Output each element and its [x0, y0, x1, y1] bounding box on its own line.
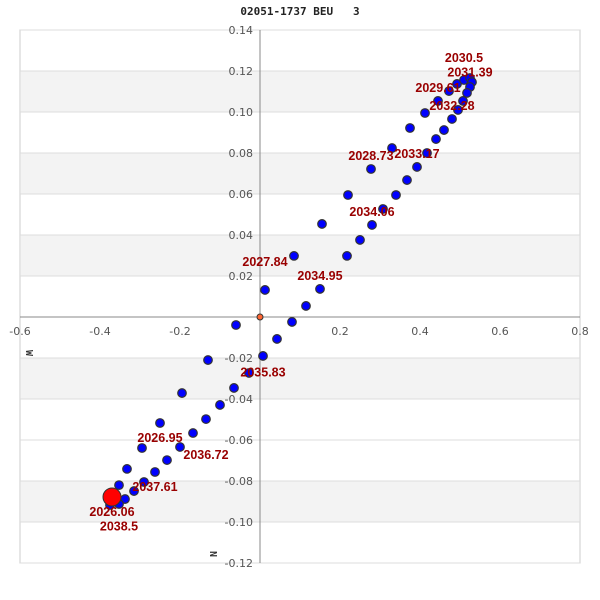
- data-point: [203, 355, 213, 365]
- origin-marker: [256, 313, 264, 321]
- data-point: [260, 285, 270, 295]
- data-label: 2030.5: [445, 51, 483, 65]
- data-point: [402, 175, 412, 185]
- data-point: [137, 443, 147, 453]
- data-point: [129, 486, 139, 496]
- data-label: 2028.73: [348, 149, 393, 163]
- grid-band: [21, 153, 579, 194]
- data-label: 2031.39: [447, 65, 492, 79]
- plot-frame: [19, 29, 581, 564]
- y-tick-label: 0.02: [229, 270, 254, 283]
- data-point: [215, 400, 225, 410]
- data-point: [405, 123, 415, 133]
- data-point: [420, 108, 430, 118]
- data-point: [433, 96, 443, 106]
- y-tick-label: -0.04: [225, 393, 253, 406]
- y-tick-label: 0.12: [229, 65, 254, 78]
- data-point: [301, 301, 311, 311]
- data-point: [447, 114, 457, 124]
- y-tick-label: -0.12: [225, 557, 253, 570]
- data-point: [366, 164, 376, 174]
- data-point: [258, 351, 268, 361]
- data-point: [272, 334, 282, 344]
- data-point: [462, 88, 472, 98]
- data-point: [231, 320, 241, 330]
- x-tick-label: 0.2: [331, 325, 349, 338]
- data-point: [378, 204, 388, 214]
- y-tick-label: -0.08: [225, 475, 253, 488]
- data-label: 2036.72: [183, 448, 228, 462]
- y-tick-label: 0.14: [229, 24, 254, 37]
- data-point: [175, 442, 185, 452]
- y-tick-label: -0.10: [225, 516, 253, 529]
- data-point: [201, 414, 211, 424]
- x-tick-label: -0.6: [9, 325, 30, 338]
- x-tick-label: -0.2: [169, 325, 190, 338]
- current-position-marker: [102, 487, 122, 507]
- data-point: [229, 383, 239, 393]
- data-point: [412, 162, 422, 172]
- data-point: [287, 317, 297, 327]
- grid-band: [21, 235, 579, 276]
- y-tick-label: -0.06: [225, 434, 253, 447]
- data-point: [342, 251, 352, 261]
- data-point: [367, 220, 377, 230]
- data-point: [391, 190, 401, 200]
- data-point: [453, 105, 463, 115]
- data-point: [162, 455, 172, 465]
- y-tick-label: -0.02: [225, 352, 253, 365]
- data-point: [387, 143, 397, 153]
- data-point: [444, 86, 454, 96]
- x-tick-label: 0.4: [411, 325, 429, 338]
- chart-title: 02051-1737 BEU 3: [240, 5, 360, 18]
- y-axis-label: N: [207, 551, 218, 557]
- data-point: [431, 134, 441, 144]
- data-point: [343, 190, 353, 200]
- data-label: 2035.83: [240, 365, 285, 379]
- grid-band: [21, 71, 579, 112]
- y-tick-label: 0.06: [229, 188, 254, 201]
- x-tick-label: -0.4: [89, 325, 110, 338]
- data-point: [289, 251, 299, 261]
- data-label: 2034.95: [297, 269, 342, 283]
- x-tick-label: 0.8: [571, 325, 589, 338]
- data-point: [458, 96, 468, 106]
- data-point: [244, 368, 254, 378]
- x-tick-label: 0.6: [491, 325, 509, 338]
- data-point: [177, 388, 187, 398]
- data-point: [315, 284, 325, 294]
- grid-band: [21, 358, 579, 399]
- data-point: [114, 480, 124, 491]
- data-label: 2033.17: [394, 147, 439, 161]
- data-label: 2026.95: [137, 431, 182, 445]
- data-point: [188, 428, 198, 438]
- data-point: [155, 418, 165, 428]
- data-label: 2034.06: [349, 205, 394, 219]
- data-point: [355, 235, 365, 245]
- y-tick-label: 0.08: [229, 147, 254, 160]
- data-label: 2038.5: [100, 519, 138, 533]
- data-point: [150, 467, 160, 477]
- data-label: 2032.28: [429, 99, 474, 113]
- data-point: [317, 219, 327, 229]
- data-label: 2037.61: [132, 480, 177, 494]
- y-tick-label: 0.10: [229, 106, 254, 119]
- data-point: [139, 477, 149, 487]
- data-point: [122, 464, 132, 474]
- y-tick-label: 0.04: [229, 229, 254, 242]
- data-point: [439, 125, 449, 135]
- data-point: [422, 148, 432, 158]
- data-label: 2026.06: [89, 505, 134, 519]
- data-label: 2027.84: [242, 255, 287, 269]
- data-label: 2029.61: [415, 81, 460, 95]
- x-axis-label: W: [23, 350, 34, 357]
